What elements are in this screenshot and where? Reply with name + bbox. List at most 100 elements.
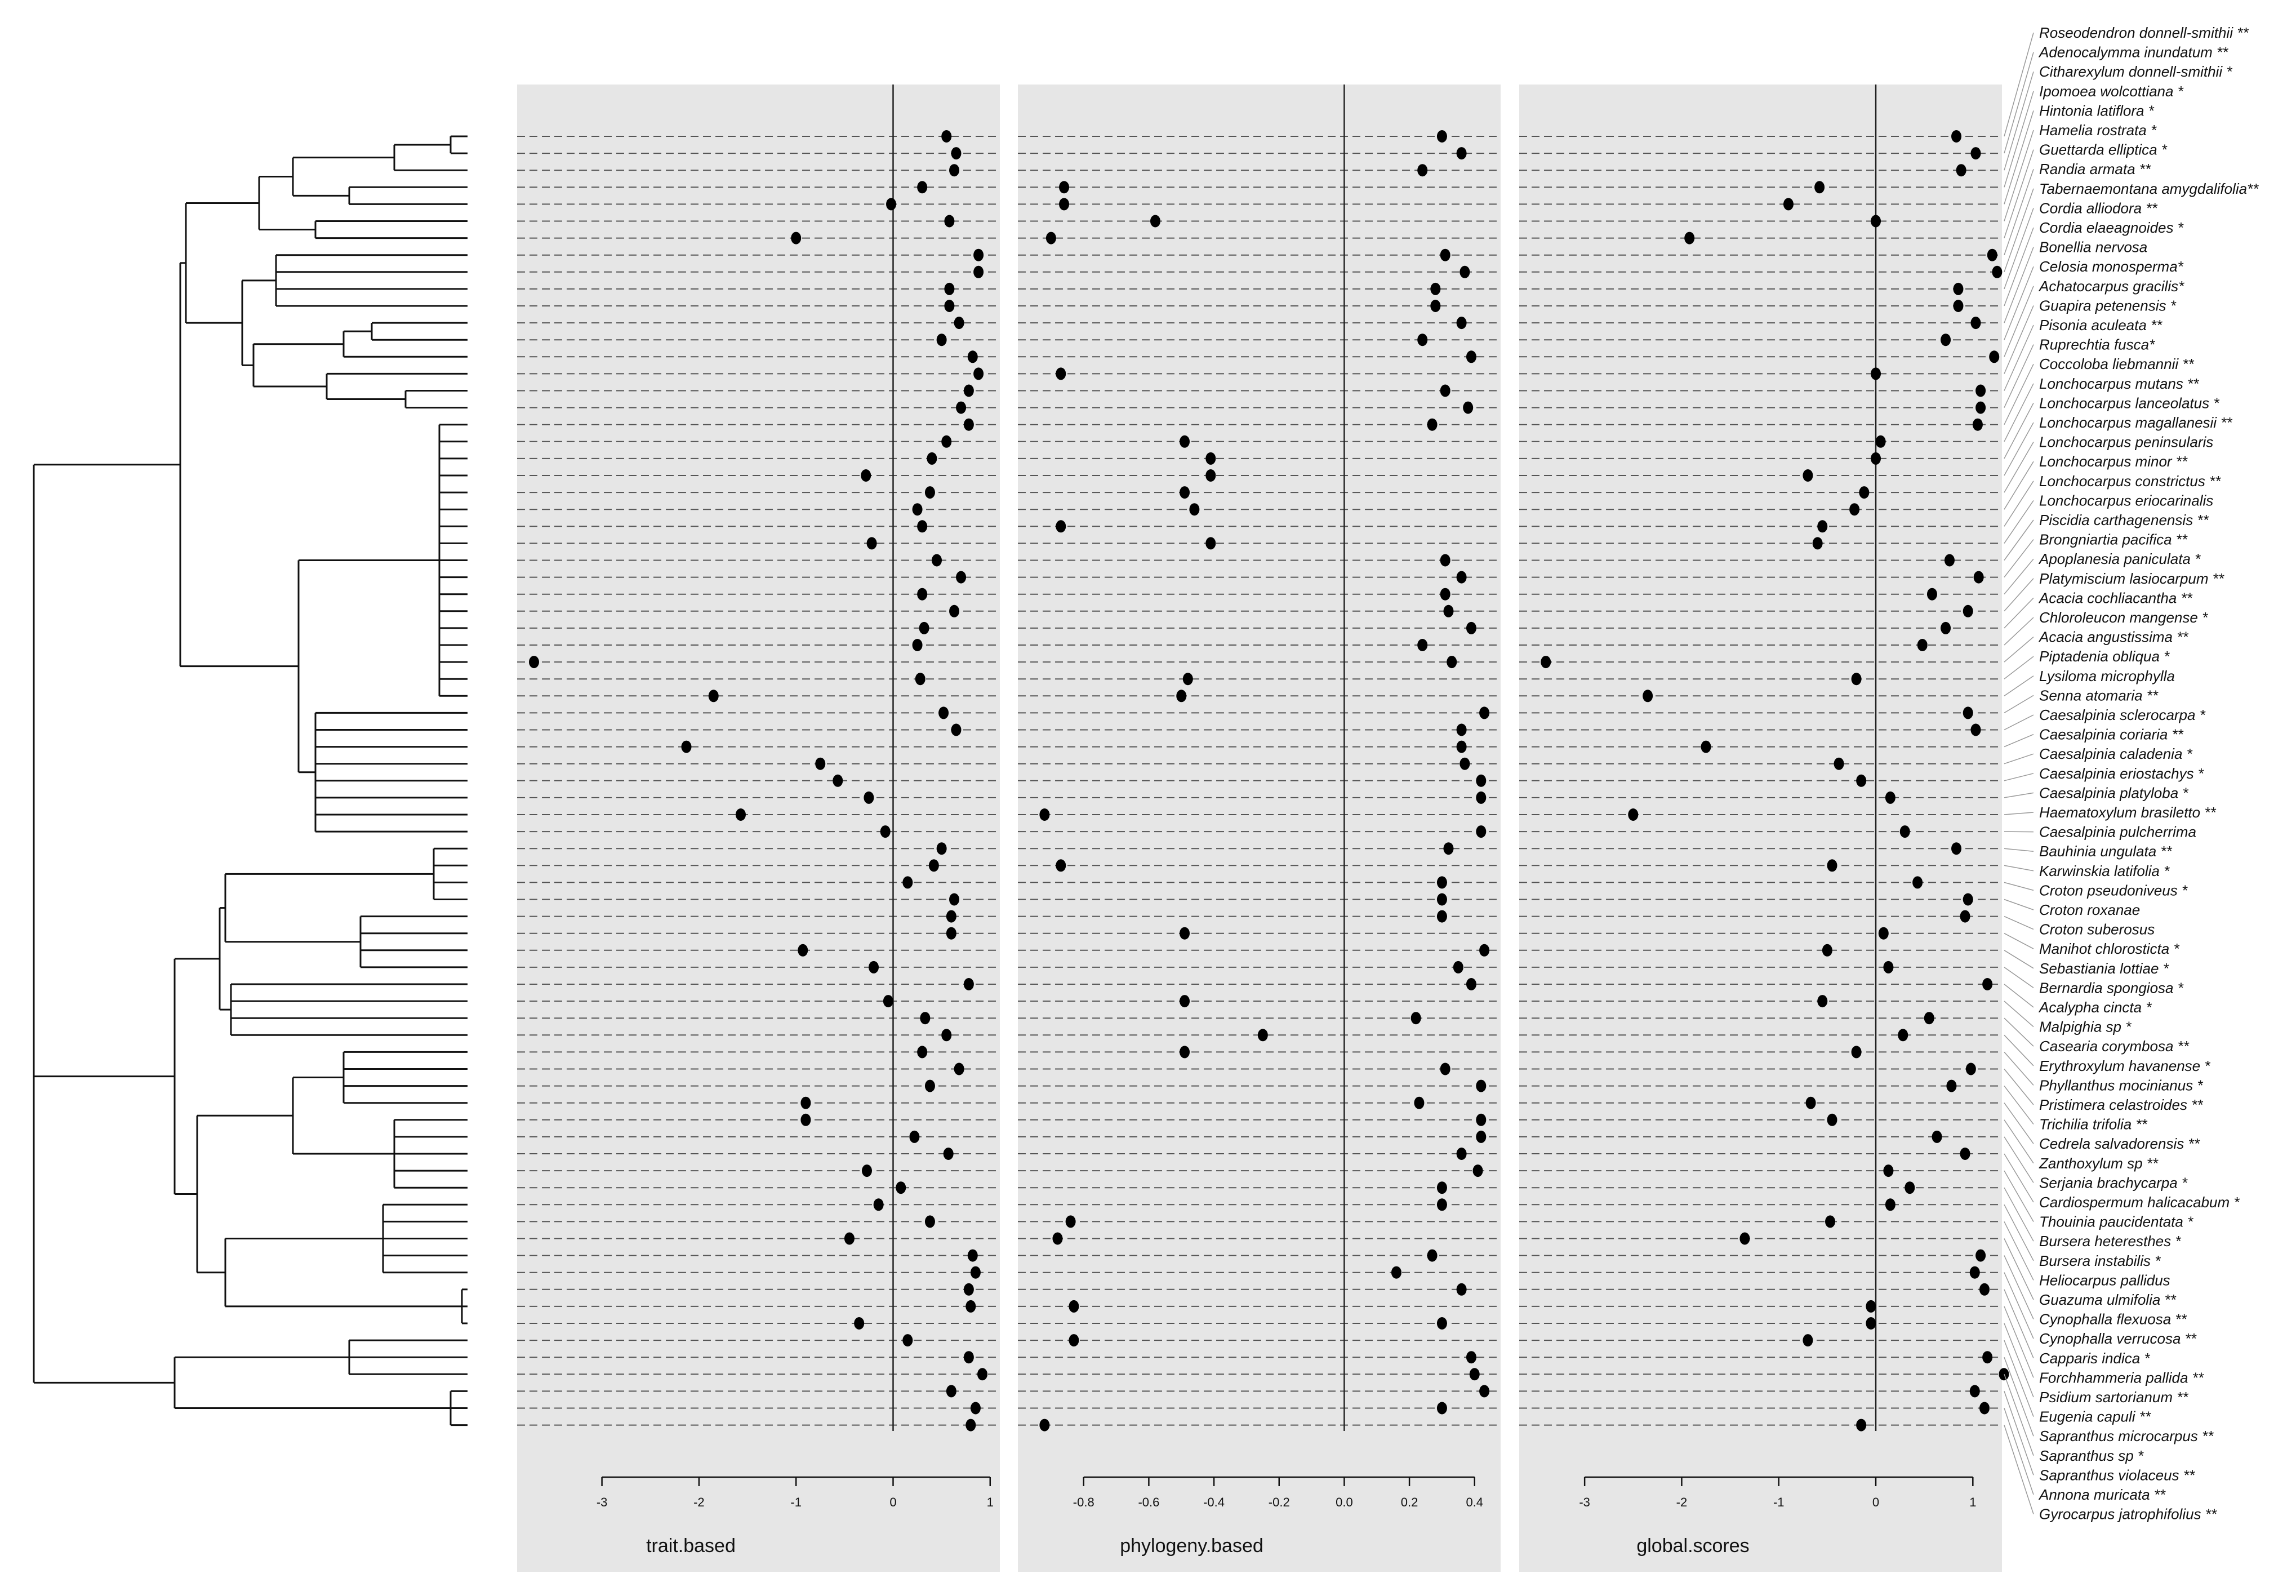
panel-1: -3 -2 -1 0 1 trait.based — [517, 85, 1000, 1572]
species-label: Hintonia latiflora * — [2039, 102, 2155, 119]
score-point — [1851, 1046, 1862, 1059]
species-label: Chloroleucon mangense * — [2039, 609, 2208, 626]
score-point — [1476, 1079, 1487, 1092]
leader-line — [2004, 792, 2034, 798]
score-point — [1440, 554, 1450, 567]
species-label: Croton suberosus — [2039, 921, 2155, 938]
score-point — [1189, 503, 1200, 516]
score-point — [1440, 1062, 1450, 1075]
species-label: Cordia elaeagnoides * — [2039, 219, 2184, 236]
leader-line — [2004, 1051, 2034, 1086]
score-point — [1803, 469, 1813, 482]
score-point — [1456, 571, 1467, 584]
species-label: Heliocarpus pallidus — [2039, 1272, 2170, 1288]
species-label: Eugenia capuli ** — [2039, 1408, 2151, 1425]
score-point — [1989, 350, 2000, 363]
score-point — [1973, 571, 1984, 584]
score-point — [1684, 232, 1695, 244]
species-label: Piscidia carthagenensis ** — [2039, 512, 2209, 528]
species-label: Acacia cochliacantha ** — [2038, 589, 2193, 606]
leader-line — [2004, 227, 2034, 306]
species-label: Randia armata ** — [2039, 161, 2151, 177]
score-point — [1469, 1368, 1480, 1381]
score-point — [833, 774, 843, 787]
leader-line — [2004, 422, 2034, 476]
leader-line — [2004, 1170, 2034, 1222]
panel-2: -0.8 -0.6 -0.4 -0.2 0.0 0.2 0.4 phylogeny.based — [1018, 85, 1501, 1572]
score-point — [912, 639, 923, 651]
score-point — [1899, 825, 1910, 838]
score-point — [963, 978, 974, 990]
score-point — [1812, 537, 1823, 550]
species-label: Bursera instabilis * — [2039, 1252, 2161, 1269]
leader-line — [2004, 637, 2034, 663]
score-point — [708, 690, 719, 703]
score-point — [1932, 1130, 1942, 1143]
leader-line — [2004, 675, 2034, 696]
species-label: Cordia alliodora ** — [2039, 199, 2157, 216]
species-label: Guazuma ulmifolia ** — [2039, 1291, 2177, 1308]
species-label: Lysiloma microphylla — [2039, 668, 2175, 684]
score-point — [1476, 1130, 1487, 1143]
score-point — [1975, 1249, 1986, 1262]
score-point — [800, 1096, 811, 1109]
score-point — [1045, 232, 1056, 244]
score-point — [954, 1062, 964, 1075]
species-label: Senna atomaria ** — [2039, 687, 2159, 704]
score-point — [1783, 198, 1794, 211]
x-tick-label: -3 — [1579, 1495, 1590, 1509]
leader-line — [2004, 1238, 2034, 1300]
score-point — [973, 248, 984, 261]
score-point — [798, 944, 808, 957]
score-point — [1987, 248, 1997, 261]
score-point — [1827, 859, 1837, 872]
leader-line — [2004, 32, 2034, 137]
leader-line — [2004, 1069, 2034, 1105]
species-label: Caesalpinia platyloba * — [2039, 784, 2188, 801]
leader-line — [2004, 915, 2034, 930]
score-point — [1443, 604, 1454, 617]
panel-background — [517, 85, 1000, 1572]
leader-line — [2004, 1136, 2034, 1183]
leader-line — [2004, 363, 2034, 425]
score-point — [1822, 944, 1832, 957]
species-label: Cynophalla flexuosa ** — [2039, 1311, 2187, 1328]
score-point — [924, 1215, 935, 1228]
score-point — [1065, 1215, 1076, 1228]
score-point — [1856, 1419, 1867, 1431]
score-point — [965, 1419, 976, 1431]
leader-line — [2004, 1102, 2034, 1144]
score-point — [1541, 656, 1551, 669]
score-point — [1436, 130, 1447, 143]
score-point — [1440, 248, 1450, 261]
score-point — [1951, 130, 1962, 143]
score-point — [1456, 723, 1467, 736]
leader-line — [2004, 110, 2034, 204]
species-label: Caesalpinia caladenia * — [2039, 745, 2193, 762]
score-point — [1430, 300, 1441, 312]
x-tick-label: 0.0 — [1336, 1495, 1353, 1509]
leader-line — [2004, 442, 2034, 493]
score-point — [1417, 164, 1428, 177]
panel-3: -3 -2 -1 0 1 global.scores — [1519, 85, 2009, 1572]
x-tick-label: -0.6 — [1138, 1495, 1159, 1509]
species-label: Cynophalla verrucosa ** — [2039, 1330, 2197, 1347]
score-point — [1643, 690, 1653, 703]
leader-line — [2004, 266, 2034, 340]
species-label: Tabernaemontana amygdalifolia** — [2039, 180, 2259, 197]
score-point — [1960, 910, 1970, 923]
species-label: Bursera heteresthes * — [2039, 1233, 2181, 1250]
panel-background — [1519, 85, 2002, 1572]
score-point — [967, 350, 978, 363]
leader-line — [2004, 865, 2034, 872]
score-point — [1941, 621, 1951, 634]
leader-line — [2004, 1425, 2034, 1514]
score-point — [941, 435, 952, 448]
score-point — [1410, 1012, 1421, 1025]
score-point — [1875, 435, 1886, 448]
score-point — [1866, 1317, 1876, 1330]
score-point — [1440, 384, 1450, 397]
score-point — [902, 876, 913, 889]
score-point — [1476, 774, 1487, 787]
